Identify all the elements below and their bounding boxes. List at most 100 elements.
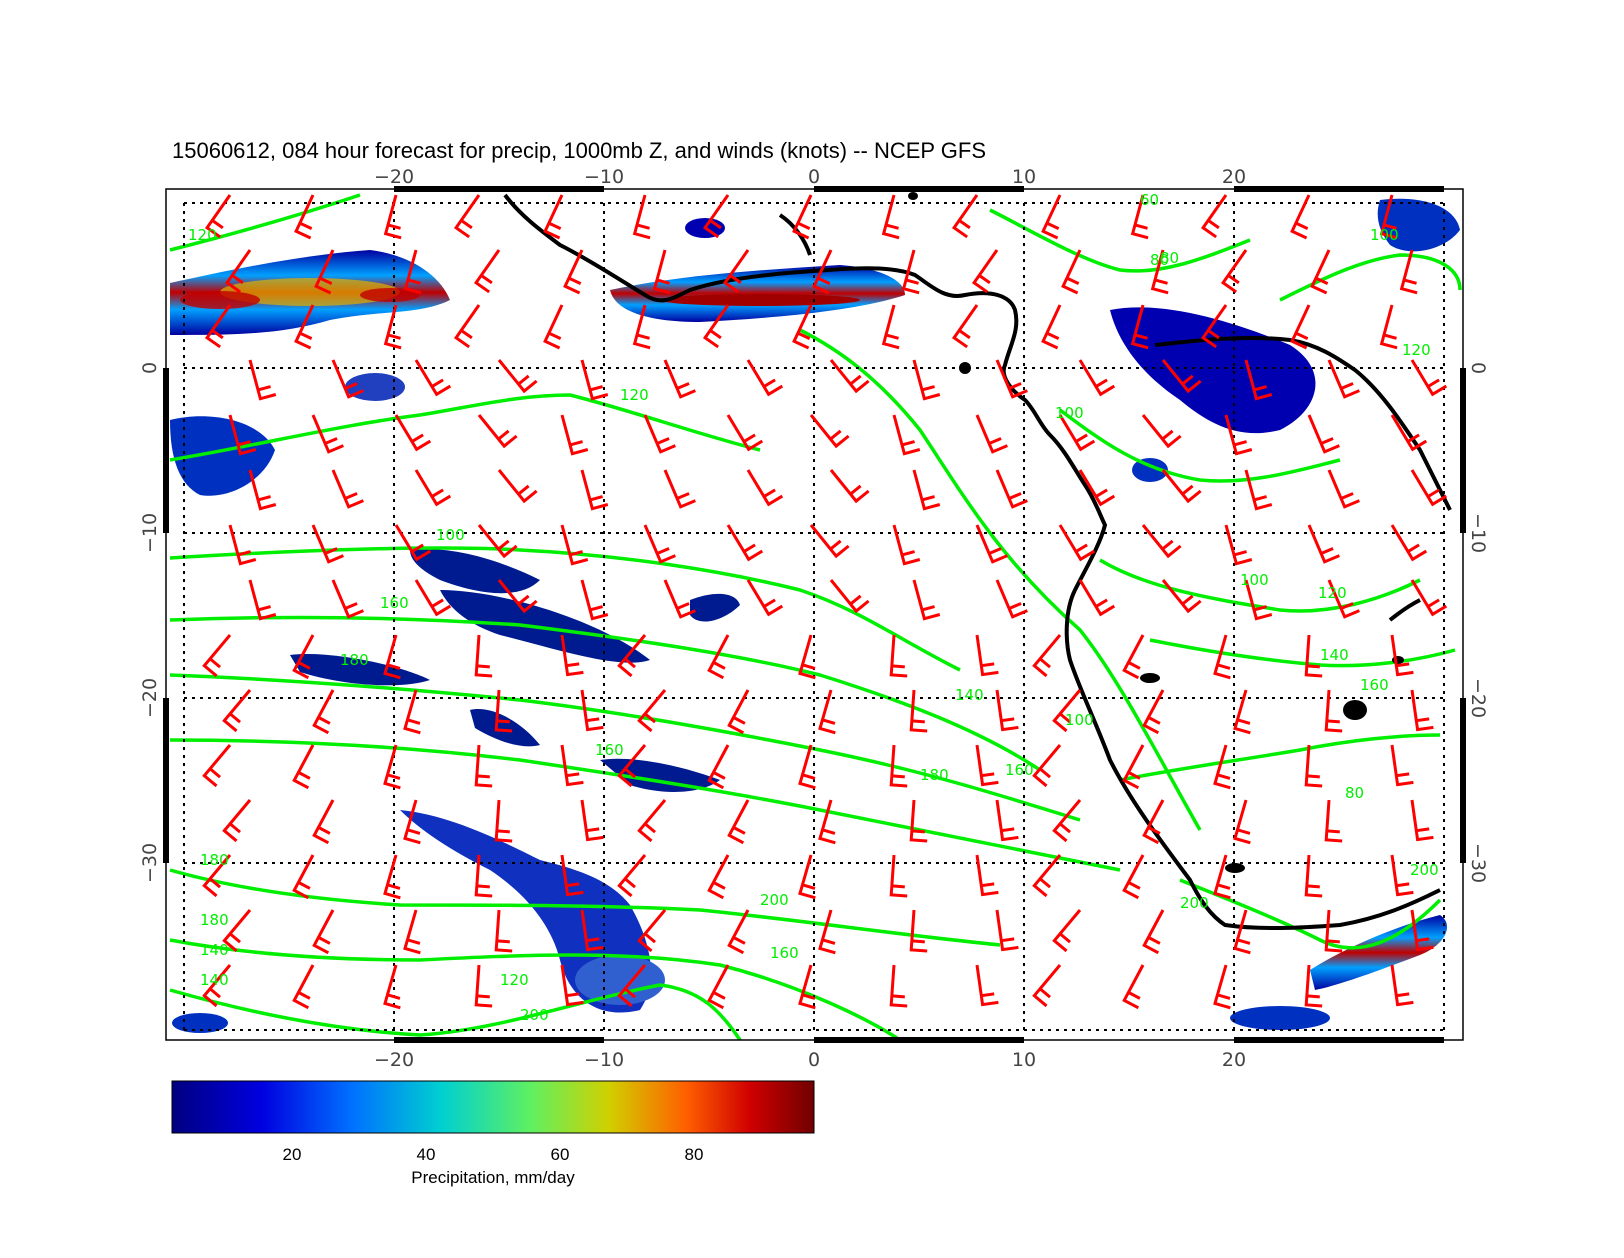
wind-barb [617, 634, 647, 678]
wind-barb [1142, 799, 1165, 845]
wind-barb [494, 689, 513, 733]
wind-barb [314, 249, 335, 295]
wind-barb [1141, 414, 1182, 449]
wind-barb [617, 744, 647, 788]
wind-barb [331, 579, 364, 619]
wind-barb [1410, 909, 1434, 952]
lon-tick-top: 20 [1222, 166, 1246, 188]
wind-barb [580, 469, 609, 511]
contour-label: 160 [1360, 676, 1389, 694]
lon-tick-top: −10 [584, 166, 624, 188]
wind-barb [222, 909, 252, 953]
wind-barb [818, 799, 836, 845]
wind-barb [632, 194, 651, 240]
contour-label: 80 [1150, 251, 1169, 269]
wind-barb [1058, 524, 1096, 562]
wind-barb [995, 359, 1028, 399]
wind-barb [1224, 414, 1253, 456]
wind-barb [224, 249, 252, 294]
wind-barb [892, 524, 921, 566]
wind-barb [975, 744, 999, 787]
wind-barb [383, 964, 401, 1010]
contour-label: 120 [188, 226, 217, 244]
wind-barb [652, 249, 671, 295]
contour-label: 100 [1065, 711, 1094, 729]
wind-barb [453, 194, 481, 239]
wind-barb [1122, 744, 1145, 790]
wind-barb [1324, 799, 1343, 843]
wind-barb [228, 414, 257, 456]
wind-barb [543, 304, 564, 350]
wind-barb [1390, 414, 1428, 452]
wind-barb [312, 689, 335, 735]
wind-barb [202, 964, 232, 1008]
wind-barb [1052, 689, 1082, 733]
wind-barb [1310, 249, 1331, 295]
wind-barb [1142, 689, 1165, 735]
colorbar-tick: 60 [551, 1145, 570, 1164]
wind-barb [707, 964, 730, 1010]
contour-label: 80 [1160, 249, 1179, 267]
wind-barb [889, 854, 908, 898]
wind-barb [453, 304, 481, 349]
wind-barb [1244, 469, 1273, 511]
contour-label: 120 [1318, 584, 1347, 602]
wind-barb [1304, 964, 1323, 1008]
wind-barbs [202, 194, 1448, 1010]
colorbar-gradient [171, 1080, 815, 1134]
wind-barb [798, 964, 816, 1010]
contour-label: 200 [1180, 894, 1209, 912]
wind-barb [403, 909, 421, 955]
wind-barb [812, 249, 833, 295]
wind-barb [1390, 634, 1414, 677]
lat-tick-right: −10 [1467, 513, 1489, 553]
contour-label: 160 [595, 741, 624, 759]
wind-barb [1327, 359, 1360, 399]
contour-label: 80 [1345, 784, 1364, 802]
wind-barb [1032, 634, 1062, 678]
wind-barb [403, 799, 421, 845]
wind-barb [901, 249, 920, 295]
wind-barb [580, 909, 604, 952]
wind-barb [1410, 689, 1434, 732]
wind-barb [632, 304, 651, 350]
wind-barb [474, 964, 493, 1008]
wind-barb [643, 524, 676, 564]
wind-barb [1200, 194, 1228, 239]
wind-barb [722, 249, 750, 294]
wind-barb [818, 909, 836, 955]
wind-barb [383, 304, 402, 350]
wind-barb [809, 524, 850, 559]
wind-barb [975, 634, 999, 677]
map-title: 15060612, 084 hour forecast for precip, … [172, 138, 986, 163]
wind-barb [617, 964, 647, 1008]
wind-barb [560, 744, 584, 787]
wind-barb [403, 249, 422, 295]
wind-barb [580, 359, 609, 401]
wind-barb [975, 964, 999, 1007]
contour-label: 100 [1055, 404, 1084, 422]
wind-barb [1130, 304, 1149, 350]
colorbar-label: Precipitation, mm/day [411, 1168, 575, 1187]
wind-barb [975, 524, 1008, 564]
wind-barb [1304, 854, 1323, 898]
wind-barb [995, 579, 1028, 619]
wind-barb [248, 579, 277, 621]
contour-label: 180 [200, 911, 229, 929]
wind-barb [798, 634, 816, 680]
wind-barb [617, 854, 647, 898]
wind-barb [951, 194, 979, 239]
wind-barb [702, 194, 730, 239]
contour-label: 100 [1240, 571, 1269, 589]
wind-barb [1200, 304, 1228, 349]
wind-barb [951, 304, 979, 349]
contour-label: 180 [920, 766, 949, 784]
lat-tick-left: −20 [139, 678, 161, 718]
colorbar-tick: 20 [283, 1145, 302, 1164]
wind-barb [1233, 799, 1251, 845]
wind-barb [1390, 744, 1414, 787]
wind-barb [383, 854, 401, 900]
wind-barb [477, 414, 518, 449]
wind-barb [1061, 249, 1082, 295]
